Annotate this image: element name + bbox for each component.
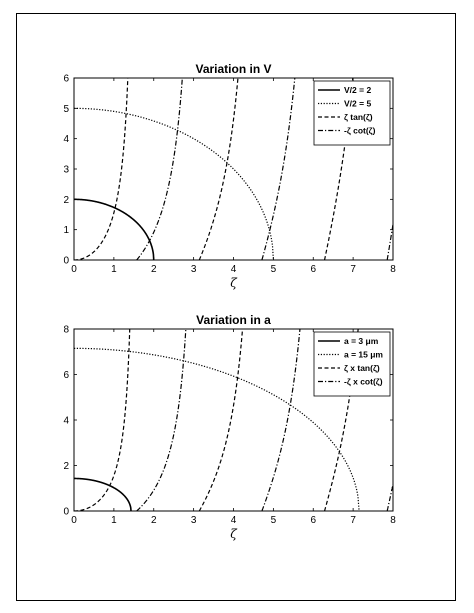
x-tick-label: 5 [271,264,277,275]
x-tick-label: 6 [310,264,316,275]
y-tick-label: 3 [63,165,69,176]
x-tick-label: 7 [350,264,356,275]
series-line-2 [74,107,274,260]
series-line-4-branch-3 [386,224,393,260]
series-line-1 [74,477,132,511]
y-tick-label: 8 [63,325,69,336]
series-line-3-branch-2 [198,329,244,511]
series-line-1 [74,198,155,260]
series-line-4 [136,78,183,260]
legend-box [313,331,391,397]
legend: a = 3 μm a = 15 μm ζ x tan(ζ) -ζ x cot(ζ) [313,331,391,397]
series-group [74,329,393,511]
x-tick-label: 0 [71,515,77,526]
chart-title: Variation in a [196,313,271,327]
legend-label: a = 3 μm [344,336,379,346]
x-tick-label: 8 [390,515,396,526]
y-tick-label: 0 [63,507,69,518]
series-line-3 [74,329,131,511]
x-tick-label: 2 [151,264,157,275]
x-tick-label: 8 [390,264,396,275]
y-tick-label: 4 [63,416,69,427]
x-tick-label: 1 [111,515,117,526]
y-tick-label: 2 [63,461,69,472]
figure-border [16,13,456,601]
legend-label: V/2 = 5 [344,99,371,109]
x-tick-label: 2 [151,515,157,526]
x-tick-label: 7 [350,515,356,526]
x-tick-label: 3 [191,264,197,275]
series-line-3-branch-2 [198,78,239,260]
x-tick-label: 4 [231,515,237,526]
x-tick-label: 6 [310,515,316,526]
x-axis-label: ζ [230,276,238,290]
series-line-3 [74,78,129,260]
y-tick-label: 6 [63,370,69,381]
x-tick-label: 1 [111,264,117,275]
legend-label: V/2 = 2 [344,85,371,95]
x-tick-label: 4 [231,264,237,275]
series-line-4-branch-3 [386,484,393,511]
y-tick-label: 0 [63,256,69,267]
series-line-4-branch-2 [261,329,301,511]
y-tick-label: 1 [63,225,69,236]
legend-label: a = 15 μm [344,350,383,360]
legend-label: ζ tan(ζ) [344,112,373,122]
legend-box [313,80,391,146]
x-tick-label: 3 [191,515,197,526]
series-line-4-branch-2 [261,78,296,260]
legend: V/2 = 2 V/2 = 5 ζ tan(ζ) -ζ cot(ζ) [313,80,391,146]
y-tick-label: 4 [63,134,69,145]
y-tick-label: 6 [63,74,69,85]
series-group [74,78,393,260]
series-line-4 [136,329,187,511]
legend-label: -ζ x cot(ζ) [344,377,383,387]
legend-label: -ζ cot(ζ) [344,126,376,136]
x-tick-label: 5 [271,515,277,526]
x-tick-label: 0 [71,264,77,275]
y-tick-label: 2 [63,195,69,206]
legend-label: ζ x tan(ζ) [344,363,380,373]
x-axis-label: ζ [230,527,238,541]
y-tick-label: 5 [63,104,69,115]
chart-title: Variation in V [195,62,271,76]
